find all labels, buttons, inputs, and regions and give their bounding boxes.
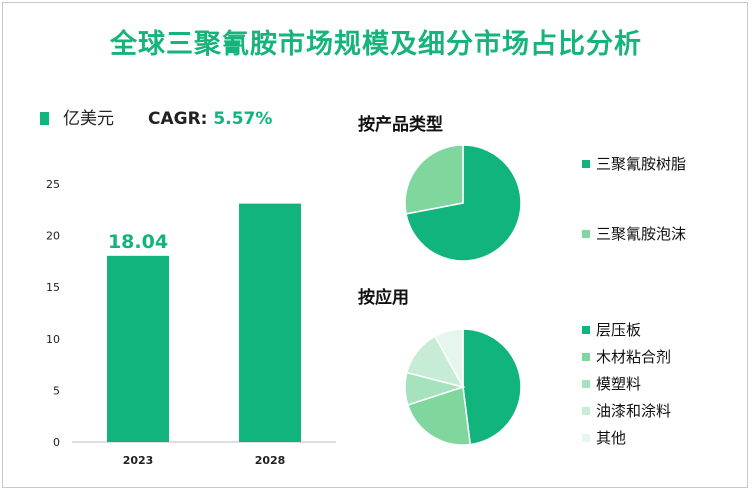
legend-label: 层压板	[596, 321, 642, 339]
legend-label: 三聚氰胺泡沫	[596, 225, 687, 243]
cagr-label: CAGR:	[148, 109, 214, 129]
cagr-value: 5.57%	[213, 109, 273, 129]
x-tick-label: 2028	[255, 454, 286, 467]
pie-product-title: 按产品类型	[358, 115, 443, 135]
legend-item: 木材粘合剂	[582, 346, 671, 367]
legend-item: 其他	[582, 427, 626, 448]
legend-swatch	[582, 326, 590, 334]
legend-item: 模塑料	[582, 373, 641, 394]
legend-unit: 亿美元	[63, 109, 114, 129]
y-tick-label: 0	[53, 436, 60, 449]
legend-label: 三聚氰胺树脂	[596, 155, 687, 173]
legend-swatch	[40, 112, 49, 125]
legend-swatch	[582, 160, 590, 168]
legend-item: 油漆和涂料	[582, 400, 671, 421]
pie-slice	[462, 328, 522, 446]
bar-2023	[107, 255, 169, 442]
pie-slice	[406, 386, 472, 446]
legend-swatch	[582, 353, 590, 361]
legend-swatch	[582, 230, 590, 238]
y-tick-label: 25	[46, 178, 60, 191]
legend-label: 其他	[596, 429, 627, 447]
legend-swatch	[582, 434, 590, 442]
legend-label: 木材粘合剂	[596, 348, 672, 366]
y-tick-label: 10	[46, 333, 60, 346]
legend-label: 模塑料	[596, 375, 642, 393]
y-tick-label: 15	[46, 281, 60, 294]
x-tick-label: 2023	[123, 454, 154, 467]
pie-slice	[434, 328, 464, 388]
pie-slice	[404, 144, 464, 215]
page-title: 全球三聚氰胺市场规模及细分市场占比分析	[110, 29, 642, 60]
y-tick-label: 20	[46, 230, 60, 243]
legend-item: 三聚氰胺树脂	[582, 153, 686, 174]
pie-application-title: 按应用	[358, 288, 409, 308]
y-tick-label: 5	[53, 384, 60, 397]
legend-item: 三聚氰胺泡沫	[582, 223, 686, 244]
bar-data-label: 18.04	[108, 231, 168, 253]
legend-swatch	[582, 407, 590, 415]
pie-chart-product	[404, 144, 522, 262]
legend-swatch	[582, 380, 590, 388]
bar-legend: 亿美元 CAGR: 5.57%	[40, 104, 272, 129]
legend-label: 油漆和涂料	[596, 402, 672, 420]
pie-chart-application	[404, 328, 522, 446]
bar-2028	[239, 203, 301, 442]
legend-item: 层压板	[582, 319, 641, 340]
